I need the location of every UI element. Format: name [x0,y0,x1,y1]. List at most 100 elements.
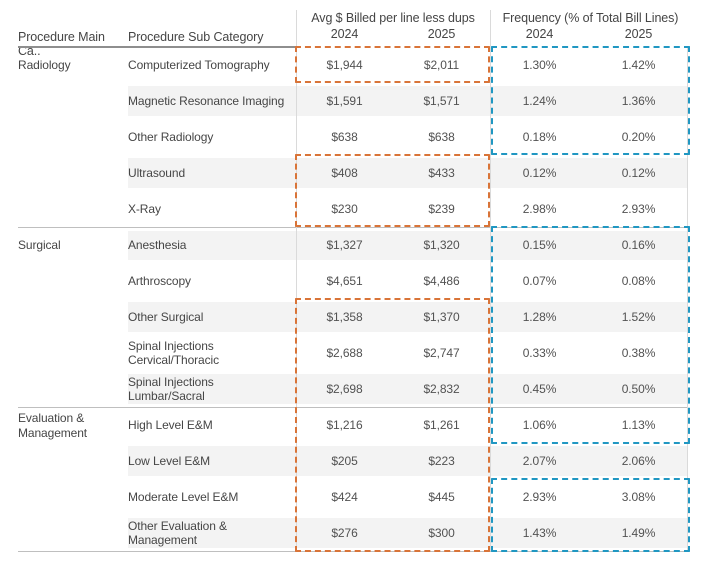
freq-highlight-box-surgical-highem [491,226,690,444]
avg-2025-cell: $638 [428,129,455,144]
main-category-cell [18,155,128,191]
main-category-cell [18,191,128,227]
sub-category-cell: High Level E&M [128,418,213,433]
table-row: Moderate Level E&M $424 $445 2.93% 3.08% [18,479,688,515]
avg-2025-header: 2025 [427,27,456,41]
avg-highlight-box-surgical-em [295,298,490,552]
main-category-cell [18,83,128,119]
sub-category-cell: Low Level E&M [128,443,296,479]
main-category-cell [18,443,128,479]
avg-2025-cell: $433 [393,155,490,191]
main-category-cell [18,119,128,155]
avg-2025-cell: $1,320 [393,228,490,263]
main-category-cell: Surgical [18,238,61,253]
main-category-cell [18,479,128,515]
avg-2024-cell: $2,698 [296,371,393,407]
main-category-cell: Radiology [18,57,71,72]
avg-2025-cell: $4,486 [423,273,460,288]
table-right-border [687,47,688,551]
avg-2024-cell: $1,591 [296,83,393,119]
sub-category-cell: Spinal Injections Lumbar/Sacral [128,371,296,407]
freq-2025-cell: 0.38% [621,345,656,360]
freq-2024-cell: 1.24% [490,83,589,119]
freq-2025-cell: 1.36% [589,83,688,119]
freq-2025-cell: 0.20% [621,129,656,144]
main-category-cell [18,371,128,407]
freq-2024-cell: 0.12% [490,155,589,191]
freq-2025-cell: 2.93% [621,201,656,216]
avg-2025-cell: $1,571 [393,83,490,119]
freq-2024-cell: 0.18% [522,129,557,144]
main-category-cell: Evaluation & Management [18,411,88,440]
sub-category-cell: Arthroscopy [128,273,191,288]
avg-2024-cell: $205 [296,443,393,479]
column-divider [490,10,491,551]
table-row: Spinal Injections Lumbar/Sacral $2,698 $… [18,371,688,407]
avg-2024-cell: $1,216 [326,418,363,433]
freq-highlight-box-moderate-other-em [491,478,690,552]
freq-2024-cell: 0.15% [490,228,589,263]
avg-2025-cell: $239 [428,201,455,216]
table-row: Ultrasound $408 $433 0.12% 0.12% [18,155,688,191]
table-row: Other Evaluation & Management $276 $300 … [18,515,688,551]
avg-highlight-box-ultrasound-xray [295,154,490,227]
column-divider [296,10,297,551]
main-category-cell [18,335,128,371]
main-category-cell [18,515,128,551]
avg-2024-cell: $1,358 [296,299,393,335]
sub-category-cell: Moderate Level E&M [128,489,239,504]
avg-2025-cell: $1,370 [393,299,490,335]
avg-2024-cell: $4,651 [326,273,363,288]
avg-2024-cell: $2,688 [326,345,363,360]
freq-2024-cell: 1.30% [522,57,557,72]
freq-2025-cell: 1.52% [589,299,688,335]
freq-2025-cell: 1.42% [621,57,656,72]
sub-category-cell: Spinal Injections Cervical/Thoracic [128,338,219,367]
sub-category-column-header[interactable]: Procedure Sub Category [128,30,264,44]
avg-2025-cell: $445 [428,489,455,504]
freq-highlight-box-radiology [491,46,690,155]
freq-2024-cell: 2.07% [490,443,589,479]
freq-2025-cell: 1.13% [621,418,656,433]
avg-2025-cell: $1,261 [423,418,460,433]
avg-2025-cell: $2,747 [423,345,460,360]
freq-2025-cell: 0.50% [589,371,688,407]
avg-2025-cell: $2,832 [393,371,490,407]
freq-2024-cell: 2.93% [522,489,557,504]
sub-category-cell: Computerized Tomography [128,57,270,72]
sub-category-cell: Other Surgical [128,299,296,335]
table-row: Arthroscopy $4,651 $4,486 0.07% 0.08% [18,263,688,299]
avg-2024-cell: $408 [296,155,393,191]
freq-2024-cell: 0.45% [490,371,589,407]
avg-2025-cell: $300 [393,515,490,551]
table-body: Radiology Computerized Tomography $1,944… [18,47,688,551]
main-category-cell [18,299,128,335]
main-category-cell [18,263,128,299]
table-row: Radiology Computerized Tomography $1,944… [18,47,688,83]
table-row: Magnetic Resonance Imaging $1,591 $1,571… [18,83,688,119]
avg-2024-cell: $230 [331,201,358,216]
header-underline [18,46,296,48]
table-row: Other Radiology $638 $638 0.18% 0.20% [18,119,688,155]
sub-category-cell: Magnetic Resonance Imaging [128,83,296,119]
avg-2024-cell: $638 [331,129,358,144]
freq-2024-cell: 0.33% [522,345,557,360]
freq-2024-cell: 1.06% [522,418,557,433]
avg-2024-cell: $1,944 [326,57,363,72]
sub-category-cell: Ultrasound [128,155,296,191]
sub-category-cell: X-Ray [128,201,161,216]
freq-2025-cell: 0.08% [621,273,656,288]
avg-2024-header: 2024 [330,27,359,41]
table-row: Low Level E&M $205 $223 2.07% 2.06% [18,443,688,479]
sub-category-cell: Other Evaluation & Management [128,515,296,551]
avg-2024-cell: $1,327 [296,228,393,263]
freq-2024-cell: 0.07% [522,273,557,288]
freq-2025-cell: 1.49% [589,515,688,551]
freq-2024-header: 2024 [525,27,554,41]
freq-2024-cell: 1.43% [490,515,589,551]
table-row: X-Ray $230 $239 2.98% 2.93% [18,191,688,227]
sub-category-cell: Anesthesia [128,228,296,263]
freq-2024-cell: 1.28% [490,299,589,335]
sub-category-cell: Other Radiology [128,129,214,144]
